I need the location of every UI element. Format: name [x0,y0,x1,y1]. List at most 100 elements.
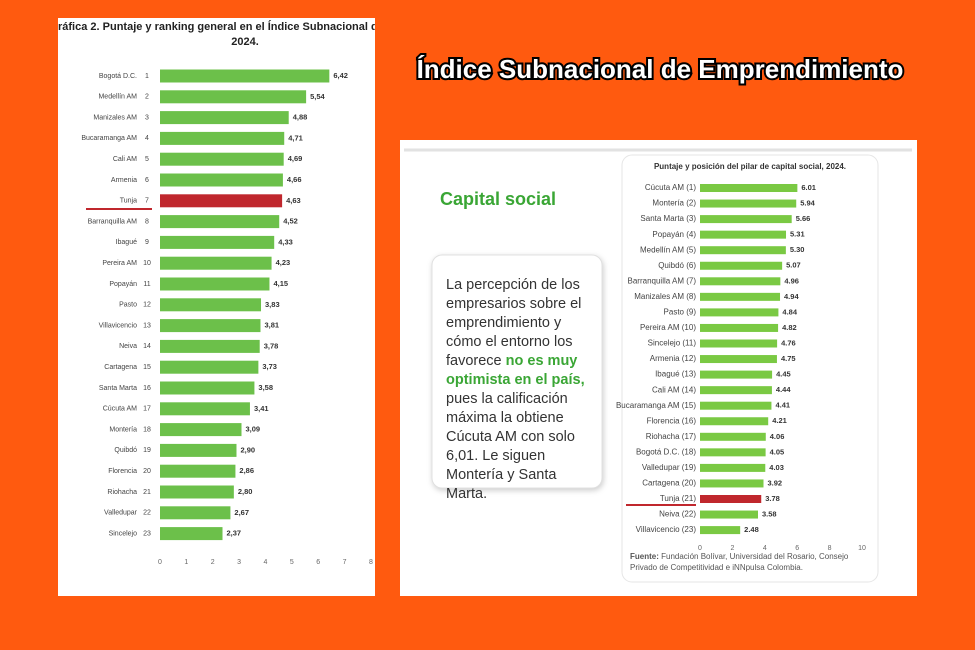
value-label: 6.01 [801,183,816,192]
value-label: 4,33 [278,237,293,246]
bar [160,506,231,520]
category-label: Cartagena [104,364,137,371]
x-tick-label: 2 [730,545,734,552]
chart-title: Puntaje y posición del pilar de capital … [654,162,846,171]
x-tick-label: 4 [763,545,767,552]
category-label: Bucaramanga AM [81,135,137,142]
value-label: 4.44 [776,385,791,394]
category-label: Tunja (21) [660,494,697,503]
value-label: 3,81 [264,321,279,330]
rank-label: 14 [143,343,151,350]
value-label: 4,23 [276,258,291,267]
category-label: Barranquilla AM [88,218,138,225]
bar [700,339,778,348]
chart-subtitle: 2024. [231,36,259,48]
bar [700,417,769,426]
bar [160,69,330,83]
bar [700,261,783,270]
panel-heading: Capital social [440,189,556,209]
value-label: 5,54 [310,92,325,101]
category-label: Pereira AM (10) [640,323,696,332]
highlight-text: no es muy optimista en el país, [446,353,585,388]
category-label: Manizales AM (8) [634,292,696,301]
rank-label: 19 [143,447,151,454]
value-label: 3.92 [768,478,783,487]
page-title: Índice Subnacional de Emprendimiento [417,54,904,84]
value-label: 3.78 [765,494,780,503]
value-label: 4.75 [781,354,796,363]
value-label: 5.07 [786,261,801,270]
bar [160,298,262,312]
category-label: Tunja [120,198,137,205]
category-label: Valledupar [104,510,138,517]
category-label: Pasto [119,302,137,309]
value-label: 4.05 [770,447,785,456]
rank-label: 1 [145,73,149,80]
value-label: 5.31 [790,230,805,239]
bar [160,256,272,270]
rank-label: 12 [143,302,151,309]
rank-label: 2 [145,94,149,101]
value-label: 6,42 [333,71,348,80]
x-tick-label: 4 [264,559,268,566]
category-label: Cúcuta AM (1) [645,183,696,192]
source-label: Fuente: [630,552,659,561]
value-label: 3,58 [258,383,273,392]
category-label: Villavicencio (23) [636,525,697,534]
bar [160,235,275,249]
value-label: 4.94 [784,292,799,301]
bar [700,355,777,364]
bar [700,401,772,410]
bar [160,152,284,166]
category-label: Armenia [111,177,137,184]
text: pues la calificación máxima la obtiene C… [446,391,575,502]
x-tick-label: 0 [698,545,702,552]
value-label: 4.45 [776,370,791,379]
value-label: 3.58 [762,510,777,519]
value-label: 4,15 [273,279,288,288]
value-label: 5.30 [790,245,805,254]
bar [160,173,283,187]
bar [160,423,242,437]
text-box [431,254,603,489]
category-label: Cali AM [113,156,137,163]
bar [700,323,779,332]
bar [160,360,259,374]
value-label: 4.84 [782,307,797,316]
bar [700,308,779,317]
rank-label: 4 [145,135,149,142]
value-label: 4,69 [288,154,303,163]
rank-label: 22 [143,510,151,517]
value-label: 2,90 [240,445,255,454]
bar [160,381,255,395]
value-label: 2,37 [227,529,242,538]
bar [700,292,781,301]
x-tick-label: 1 [184,559,188,566]
bar [700,495,762,503]
value-label: 4,66 [287,175,302,184]
category-label: Montería [109,426,137,433]
bar [160,194,283,208]
rank-label: 13 [143,322,151,329]
bar [700,184,798,192]
value-label: 5.94 [800,199,815,208]
bar [700,386,772,395]
category-label: Ibagué (13) [655,370,696,379]
value-label: 3,78 [264,341,279,350]
category-label: Medellín AM [98,94,137,101]
category-label: Pereira AM [102,260,137,267]
category-label: Neiva [119,343,137,350]
bar [700,277,781,286]
rank-label: 8 [145,218,149,225]
value-label: 3,41 [254,404,269,413]
category-label: Bucaramanga AM (15) [616,401,696,410]
chart-box [621,154,879,583]
category-label: Quibdó [114,447,137,454]
value-label: 4.03 [769,463,784,472]
category-label: Armenia (12) [650,354,697,363]
category-label: Santa Marta [99,385,137,392]
rank-label: 17 [143,406,151,413]
bar [700,432,766,441]
value-label: 4,52 [283,217,298,226]
bar [700,199,797,208]
